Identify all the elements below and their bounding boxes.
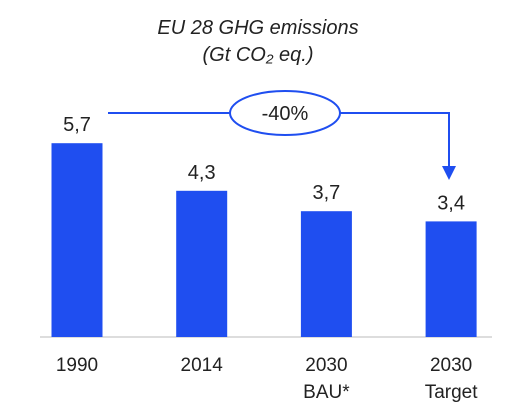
value-label: 4,3 bbox=[188, 162, 216, 184]
x-tick-label: 2030 BAU* bbox=[303, 355, 350, 403]
arrow-head bbox=[442, 166, 456, 180]
x-tick-label: 2030 Target bbox=[424, 355, 478, 403]
value-label: 3,7 bbox=[312, 182, 340, 204]
arrow bbox=[108, 112, 450, 168]
chart-subtitle: (Gt CO₂ eq.) bbox=[203, 44, 314, 66]
bar bbox=[300, 211, 352, 337]
x-tick-label: 2014 bbox=[180, 355, 223, 376]
bar bbox=[176, 190, 228, 337]
annotation-ellipse bbox=[229, 90, 341, 136]
value-label: 5,7 bbox=[63, 114, 91, 136]
bar bbox=[51, 143, 103, 337]
value-label: 3,4 bbox=[437, 192, 465, 214]
x-tick-label: 1990 bbox=[55, 355, 99, 376]
annotation: -40% bbox=[262, 103, 309, 125]
bar bbox=[425, 221, 477, 337]
chart-title: EU 28 GHG emissions bbox=[157, 17, 358, 39]
